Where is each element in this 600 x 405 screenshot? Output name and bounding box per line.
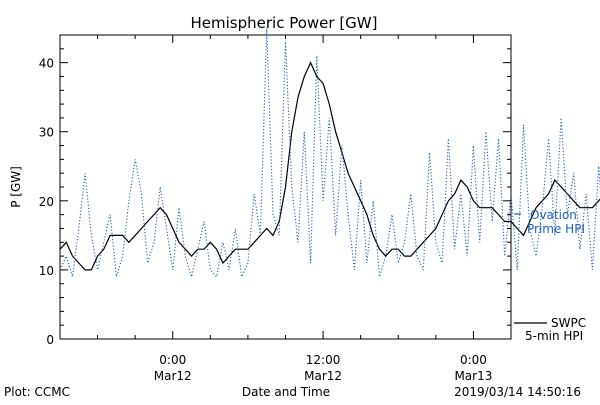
series-layer xyxy=(59,28,600,279)
legend-label-ovation: Ovation xyxy=(530,208,577,222)
y-tick-label: 10 xyxy=(39,264,54,278)
x-tick-label-date: Mar13 xyxy=(454,369,492,383)
x-axis-ticks: 0:00Mar1212:00Mar120:00Mar1312:00Mar130:… xyxy=(59,35,512,383)
footer-plot-source: Plot: CCMC xyxy=(4,385,70,399)
legend-label-swpc-line2: 5-min HPI xyxy=(525,329,583,343)
y-axis-ticks: 0 10 20 30 40 xyxy=(39,48,511,347)
legend-label-ovation-line2: Prime HPI xyxy=(527,222,585,236)
footer-timestamp: 2019/03/14 14:50:16 xyxy=(454,385,581,399)
x-tick-label-time: 0:00 xyxy=(460,353,487,367)
legend-label-swpc: SWPC xyxy=(551,316,586,330)
y-tick-label: 40 xyxy=(39,57,54,71)
y-tick-label: 20 xyxy=(39,195,54,209)
series-line-1 xyxy=(59,28,600,279)
x-tick-label-time: 0:00 xyxy=(159,353,186,367)
series-line-0 xyxy=(59,61,600,271)
y-tick-label: 30 xyxy=(39,126,54,140)
x-tick-label-date: Mar12 xyxy=(304,369,342,383)
y-tick-label: 0 xyxy=(46,333,54,347)
x-tick-label-time: 12:00 xyxy=(306,353,341,367)
y-axis-label: P [GW] xyxy=(9,166,23,208)
x-tick-label-date: Mar12 xyxy=(154,369,192,383)
chart-title: Hemispheric Power [GW] xyxy=(191,14,378,32)
x-axis-label: Date and Time xyxy=(242,385,330,399)
